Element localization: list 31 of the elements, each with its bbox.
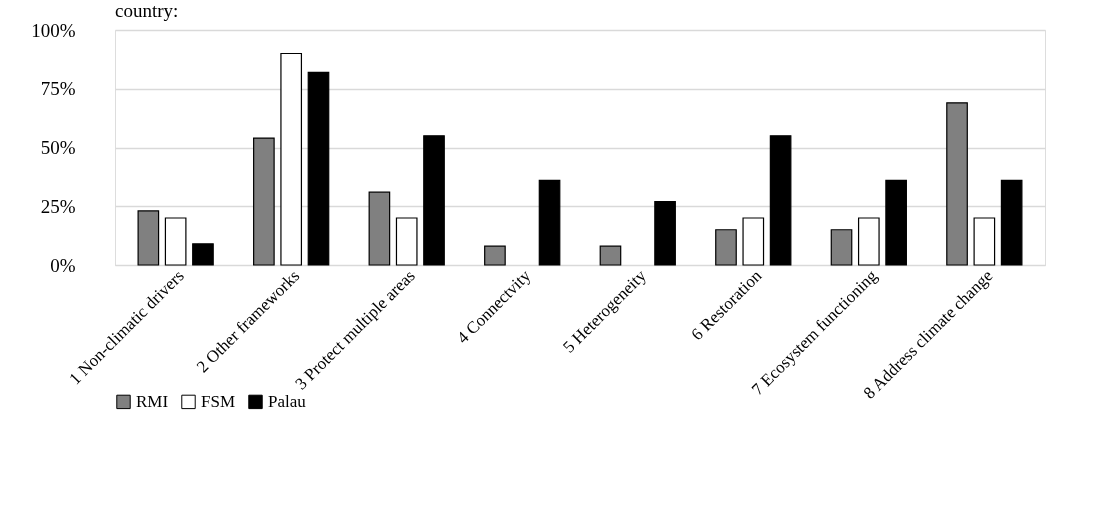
bar <box>368 191 391 266</box>
bar <box>715 229 737 266</box>
legend-label: Palau <box>268 391 307 411</box>
bar <box>253 137 275 266</box>
bar <box>484 245 506 266</box>
bar <box>137 210 160 266</box>
bar <box>395 217 418 266</box>
y-tick-label: 50% <box>40 137 76 158</box>
bar <box>742 217 765 266</box>
bar <box>599 245 622 266</box>
bar <box>192 243 214 266</box>
y-tick-label: 0% <box>50 254 76 276</box>
bar <box>280 52 303 266</box>
bar <box>307 71 330 266</box>
bar <box>1000 179 1023 266</box>
bar <box>423 135 445 266</box>
bar <box>769 135 792 266</box>
y-tick-label: 25% <box>40 195 76 217</box>
bar <box>973 217 996 266</box>
bar <box>946 102 968 266</box>
y-tick-label: 75% <box>40 78 76 100</box>
bar <box>538 179 561 266</box>
bar <box>654 200 676 266</box>
chart-title: country: <box>115 0 179 21</box>
legend-label: FSM <box>201 391 236 411</box>
bar <box>164 217 187 266</box>
legend-label: RMI <box>136 391 169 411</box>
bar <box>885 179 907 266</box>
bar <box>830 229 853 266</box>
bar <box>857 217 880 266</box>
y-tick-label: 100% <box>31 19 76 41</box>
